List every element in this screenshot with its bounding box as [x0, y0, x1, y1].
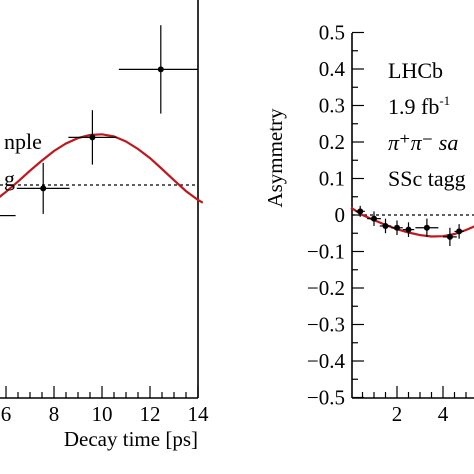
left-legend-line-1: nple — [4, 129, 42, 154]
right-data-point — [357, 208, 364, 215]
left-chart-panel: 6 8 10 12 14 nple g Decay time [ps] — [0, 0, 209, 451]
left-x-axis-title: Decay time [ps] — [64, 427, 198, 451]
right-y-tick-label: −0.4 — [307, 349, 346, 373]
left-x-tick-label: 14 — [188, 402, 210, 426]
right-data-point — [371, 215, 377, 222]
right-fit-curve-group — [350, 206, 474, 238]
right-legend-luminosity-exponent: -1 — [439, 93, 450, 108]
right-x-tick-label: 2 — [392, 402, 403, 426]
right-legend-lhcb: LHCb — [388, 58, 443, 83]
right-data-point — [394, 224, 400, 231]
left-data-point — [40, 185, 47, 192]
right-y-tick-label: −0.2 — [307, 276, 345, 300]
right-y-tick-label: 0.3 — [319, 94, 345, 118]
left-fit-curve — [0, 133, 204, 204]
right-y-tick-label: 0.5 — [319, 21, 345, 45]
right-y-tick-label: −0.1 — [307, 240, 345, 264]
left-legend-line-2: g — [4, 166, 15, 191]
right-data-point — [423, 224, 430, 231]
right-legend-tagging: SSc tagg — [388, 166, 466, 191]
right-x-tick-label: 4 — [438, 402, 449, 426]
right-legend-decay-channel: π⁺π⁻ sa — [388, 130, 458, 155]
left-axis-ticks — [5, 386, 199, 398]
right-data-point — [405, 226, 412, 233]
left-x-tick-label: 12 — [140, 402, 161, 426]
left-data-points-group — [0, 25, 198, 217]
left-x-tick-labels: 6 8 10 12 14 — [1, 402, 209, 426]
right-y-tick-label: 0.1 — [319, 167, 345, 191]
right-legend-luminosity-value: 1.9 fb — [388, 94, 439, 119]
left-x-tick-label: 8 — [49, 402, 60, 426]
right-legend-luminosity: 1.9 fb-1 — [388, 93, 450, 119]
right-y-tick-label: −0.5 — [307, 386, 345, 410]
right-y-axis-title: Asymmetry — [263, 108, 287, 208]
right-fit-curve — [350, 206, 474, 238]
right-y-tick-labels: 0.5 0.4 0.3 0.2 0.1 0 −0.1 −0.2 −0.3 −0.4 −0.5 — [307, 21, 346, 410]
right-y-tick-label: 0 — [335, 203, 346, 227]
right-data-point — [382, 222, 389, 229]
left-x-tick-label: 6 — [1, 402, 12, 426]
right-data-point — [456, 228, 463, 235]
left-data-point — [157, 66, 164, 73]
right-axis-ticks — [352, 31, 467, 399]
right-data-point — [446, 233, 453, 240]
right-y-tick-label: 0.4 — [319, 57, 346, 81]
left-data-point — [89, 134, 96, 141]
right-data-points-group — [355, 205, 464, 247]
left-fit-curve-group — [0, 133, 204, 204]
right-y-tick-label: −0.3 — [307, 313, 345, 337]
left-x-tick-label: 10 — [92, 402, 113, 426]
right-y-tick-label: 0.2 — [319, 130, 345, 154]
